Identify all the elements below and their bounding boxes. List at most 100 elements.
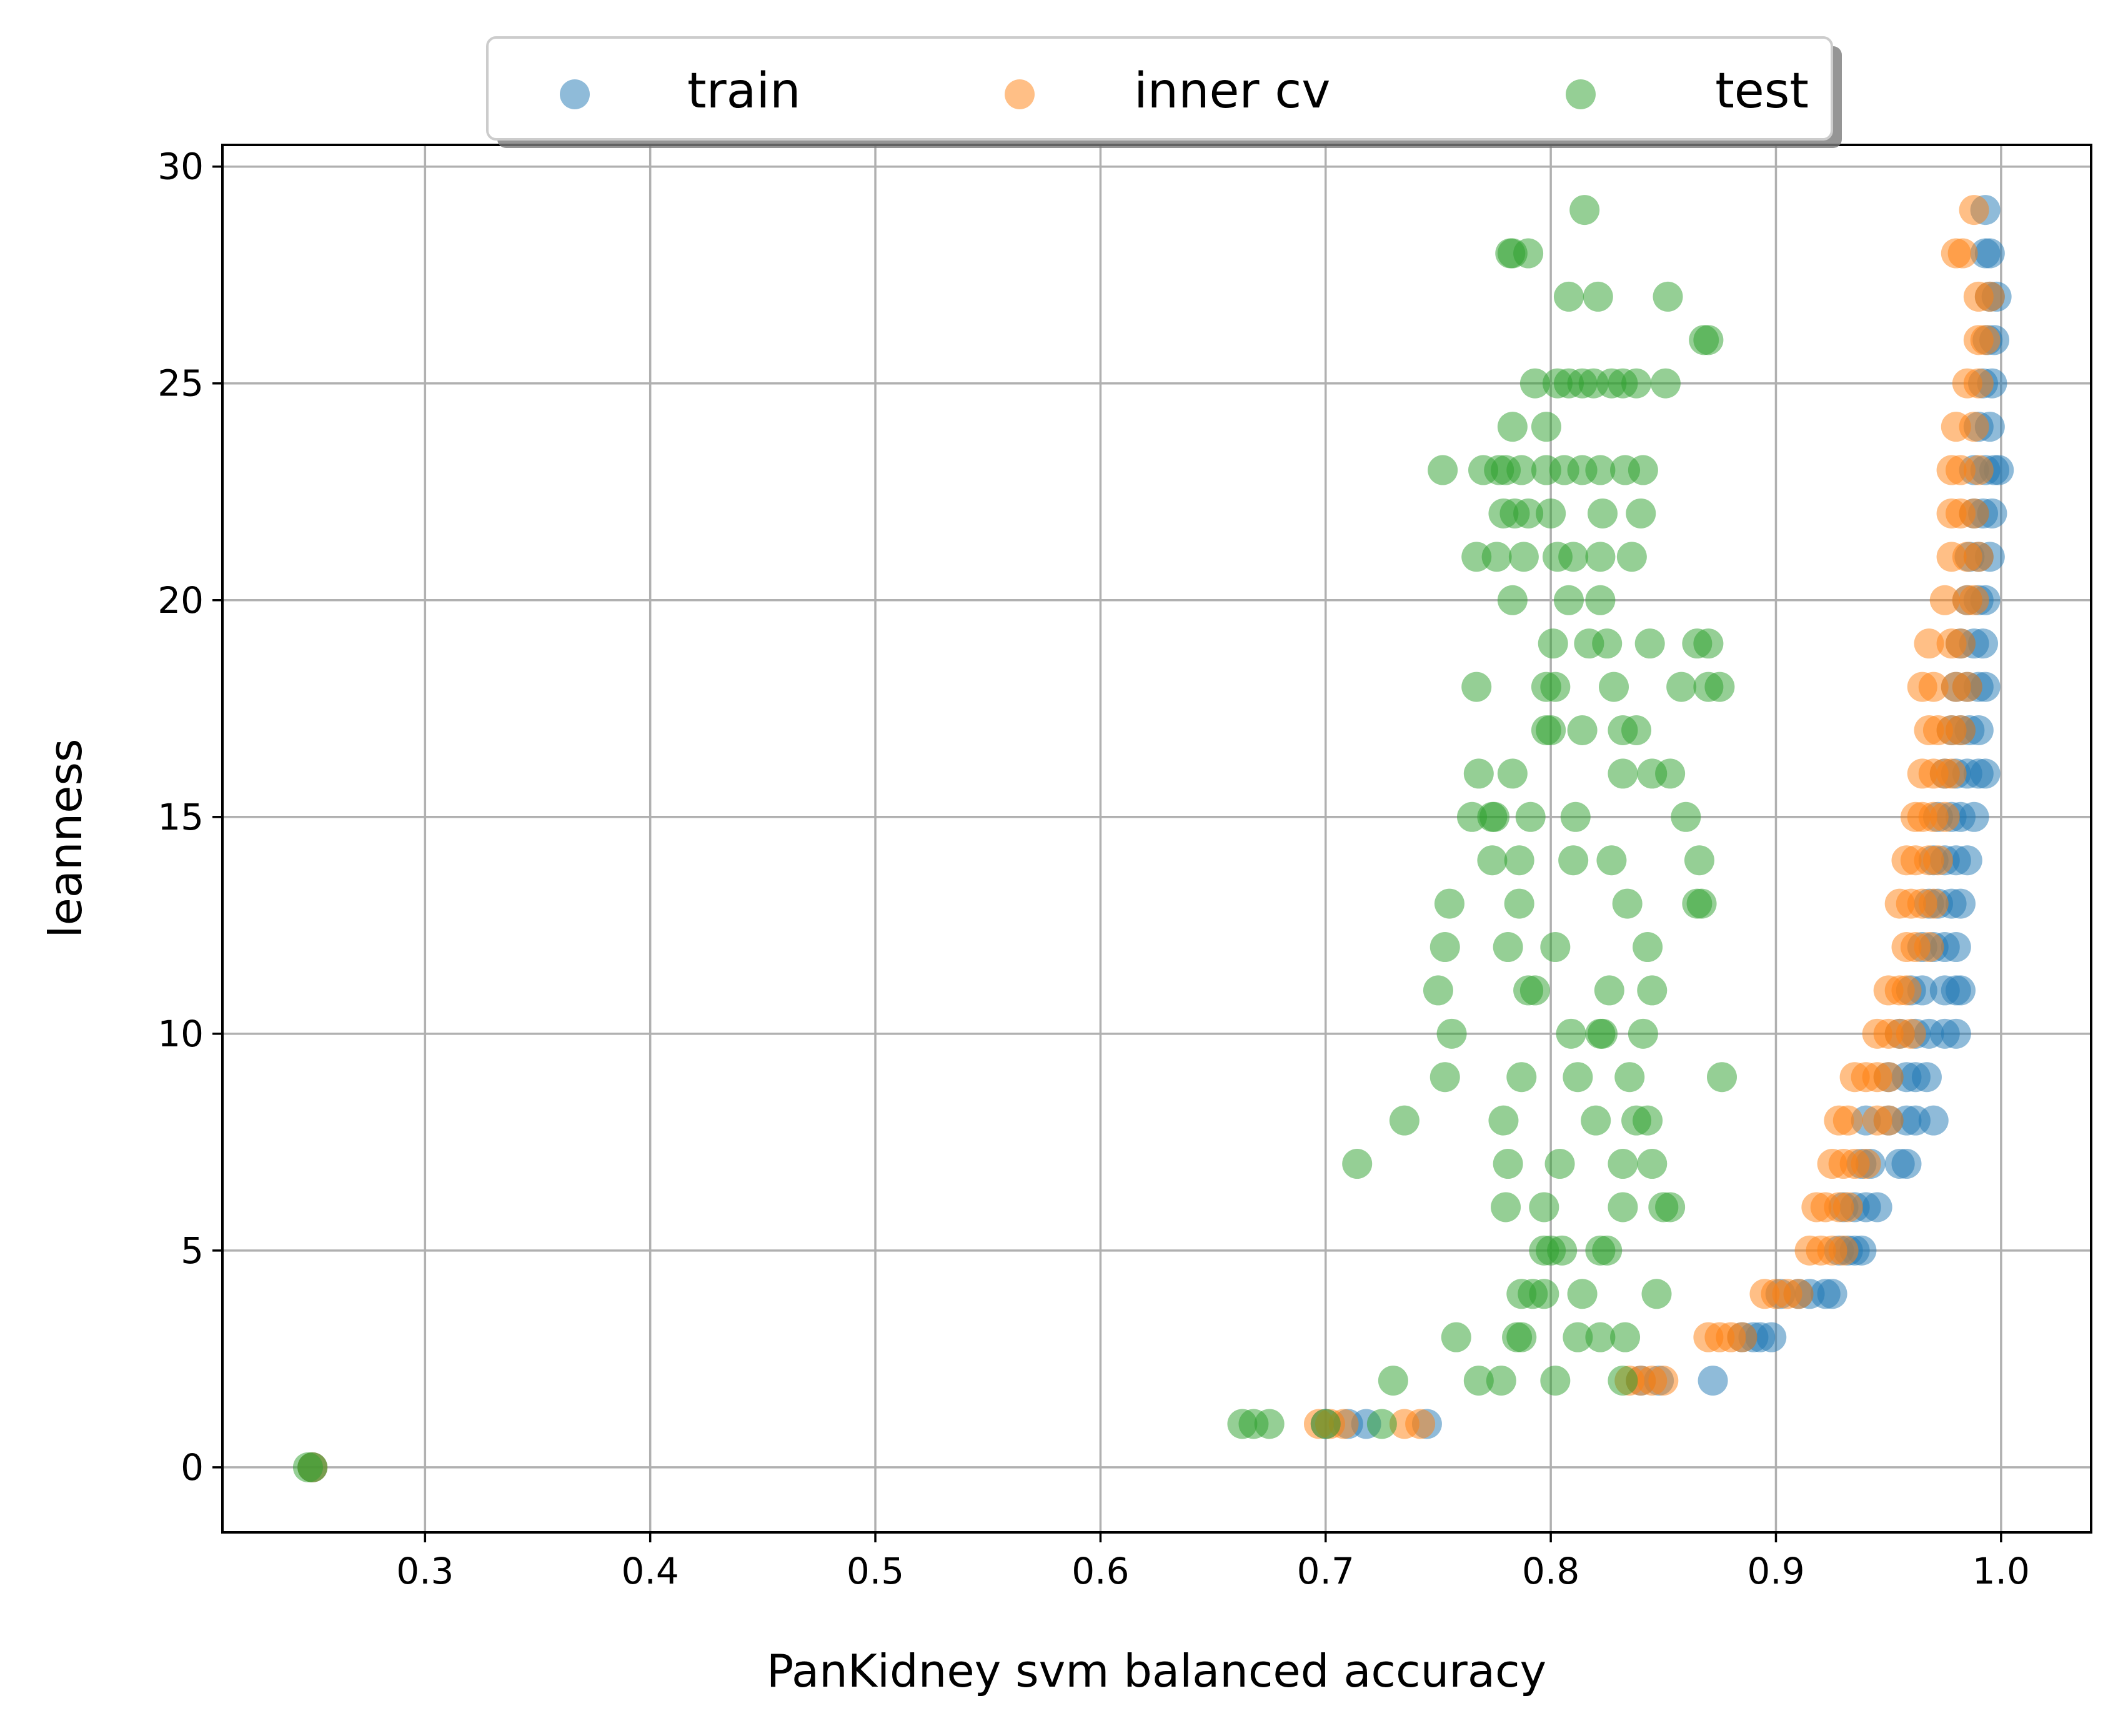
y-tick-label: 25 bbox=[157, 362, 204, 405]
legend-label: test bbox=[1715, 63, 1809, 119]
data-point bbox=[1707, 1062, 1738, 1093]
data-point bbox=[1922, 845, 1953, 876]
data-point bbox=[1637, 1149, 1668, 1179]
data-point bbox=[1963, 368, 1994, 399]
data-point bbox=[1918, 1105, 1949, 1136]
data-point bbox=[1560, 801, 1591, 832]
data-point bbox=[1531, 412, 1561, 442]
data-point bbox=[1488, 1105, 1519, 1136]
data-point bbox=[1650, 368, 1681, 399]
data-point bbox=[1504, 845, 1534, 876]
data-point bbox=[1655, 1192, 1686, 1223]
data-point bbox=[1428, 455, 1458, 485]
data-point bbox=[1463, 1366, 1494, 1396]
data-point bbox=[1581, 1105, 1611, 1136]
data-point bbox=[1461, 672, 1492, 702]
data-point bbox=[1936, 758, 1967, 789]
data-point bbox=[1479, 801, 1510, 832]
data-point bbox=[1254, 1409, 1285, 1439]
data-point bbox=[1429, 1062, 1460, 1093]
x-tick-label: 0.8 bbox=[1522, 1550, 1579, 1592]
data-point bbox=[1653, 281, 1683, 312]
data-point bbox=[1896, 1018, 1926, 1049]
data-point bbox=[1506, 1322, 1537, 1352]
legend-marker bbox=[560, 79, 590, 109]
data-point bbox=[1599, 672, 1629, 702]
data-point bbox=[1637, 975, 1668, 1006]
data-point bbox=[1529, 1192, 1559, 1223]
data-point bbox=[1463, 758, 1494, 789]
data-point bbox=[1596, 845, 1627, 876]
data-point bbox=[1628, 1018, 1658, 1049]
data-point bbox=[1929, 801, 1960, 832]
data-point bbox=[1727, 1322, 1758, 1352]
data-point bbox=[1493, 1149, 1523, 1179]
data-point bbox=[1592, 628, 1623, 659]
data-point bbox=[1911, 1062, 1942, 1093]
data-point bbox=[1756, 1322, 1787, 1352]
data-point bbox=[1612, 888, 1643, 919]
data-point bbox=[1914, 932, 1944, 963]
legend-marker bbox=[1005, 79, 1035, 109]
data-point bbox=[1585, 542, 1616, 572]
data-point bbox=[1486, 1366, 1516, 1396]
data-point bbox=[1945, 715, 1976, 745]
data-point bbox=[1540, 932, 1571, 963]
data-point bbox=[1493, 932, 1523, 963]
data-point bbox=[1513, 498, 1544, 528]
data-point bbox=[1626, 498, 1656, 528]
data-point bbox=[1698, 1366, 1728, 1396]
data-point bbox=[1941, 1018, 1971, 1049]
x-tick-label: 0.7 bbox=[1297, 1550, 1355, 1592]
data-point bbox=[1434, 888, 1464, 919]
legend-marker bbox=[1566, 79, 1596, 109]
data-point bbox=[1497, 758, 1528, 789]
data-point bbox=[1783, 1279, 1814, 1309]
axis-ticks: 0.3 0.4 0.5 0.6 0.7 0.8 0.9 1.0 0 5 10 15 20 25 30 bbox=[157, 146, 2030, 1592]
data-point bbox=[1974, 281, 2005, 312]
data-point bbox=[1621, 368, 1652, 399]
legend: train inner cv test bbox=[486, 36, 1842, 148]
data-point bbox=[1310, 1409, 1341, 1439]
data-point bbox=[1481, 542, 1512, 572]
data-point bbox=[1945, 628, 1976, 659]
data-point bbox=[1366, 1409, 1397, 1439]
data-point bbox=[1497, 412, 1528, 442]
data-point bbox=[1832, 1105, 1863, 1136]
data-point bbox=[1569, 195, 1600, 226]
data-point bbox=[1873, 1105, 1904, 1136]
data-point bbox=[1585, 1322, 1616, 1352]
data-point bbox=[1633, 932, 1663, 963]
data-point bbox=[1529, 1279, 1559, 1309]
data-point bbox=[1544, 1149, 1575, 1179]
data-point bbox=[1918, 672, 1949, 702]
data-point bbox=[1594, 975, 1624, 1006]
x-tick-label: 0.9 bbox=[1747, 1550, 1804, 1592]
data-point bbox=[1405, 1409, 1436, 1439]
data-point bbox=[1585, 455, 1616, 485]
x-tick-label: 0.4 bbox=[622, 1550, 679, 1592]
x-tick-label: 1.0 bbox=[1972, 1550, 2030, 1592]
data-point bbox=[1342, 1149, 1373, 1179]
data-point bbox=[1945, 888, 1976, 919]
data-point bbox=[1540, 1366, 1571, 1396]
data-point bbox=[1959, 195, 1989, 226]
data-point bbox=[1655, 758, 1686, 789]
data-point bbox=[1558, 542, 1589, 572]
data-point bbox=[1945, 975, 1976, 1006]
x-tick-label: 0.5 bbox=[847, 1550, 904, 1592]
data-point bbox=[1959, 585, 1989, 615]
data-point bbox=[292, 1452, 323, 1482]
y-tick-label: 15 bbox=[157, 796, 204, 838]
data-point bbox=[1891, 975, 1922, 1006]
data-point bbox=[1873, 1062, 1904, 1093]
data-point bbox=[1563, 1322, 1593, 1352]
series-test bbox=[292, 195, 1738, 1482]
data-point bbox=[1515, 801, 1546, 832]
data-point bbox=[1891, 1149, 1922, 1179]
data-point bbox=[1608, 1192, 1638, 1223]
data-point bbox=[1686, 888, 1717, 919]
data-point bbox=[1628, 455, 1658, 485]
data-point bbox=[1506, 1062, 1537, 1093]
data-point bbox=[1634, 628, 1665, 659]
